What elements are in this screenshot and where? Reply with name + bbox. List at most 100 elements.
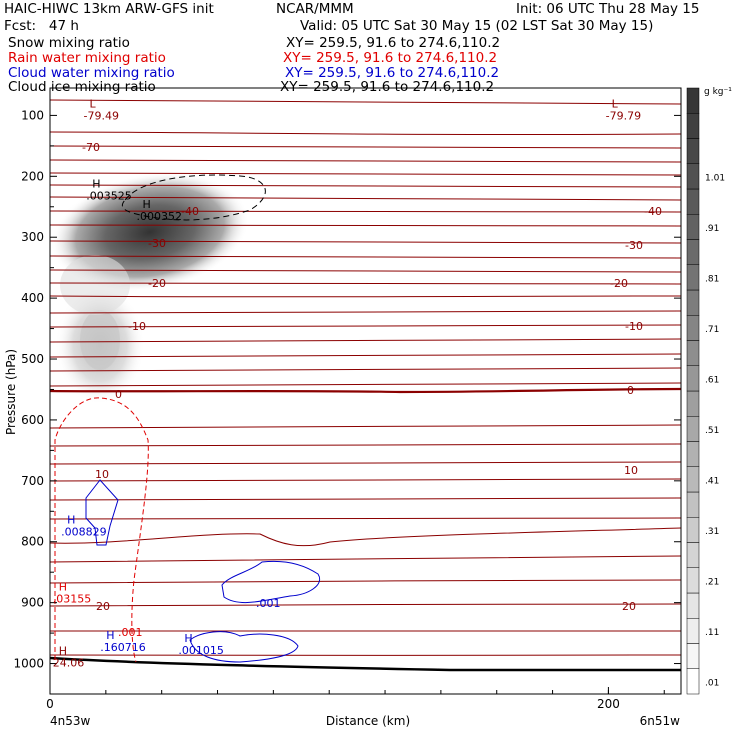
y-tick-label: 300 xyxy=(21,230,44,244)
x-tick-label: 0 xyxy=(46,697,54,711)
temp-label: -40 xyxy=(181,205,199,218)
temp-contour xyxy=(50,478,681,482)
colorbar-tick-label: .11 xyxy=(705,628,719,638)
colorbar-tick-label: .61 xyxy=(705,375,719,385)
colorbar-swatch xyxy=(686,87,700,114)
colorbar-swatch xyxy=(686,491,700,518)
temp-label: 10 xyxy=(624,464,638,477)
temp-contour xyxy=(50,555,681,563)
model-title: HAIC-HIWC 13km ARW-GFS init xyxy=(4,1,214,17)
temp-contour xyxy=(50,184,681,188)
y-tick-label: 500 xyxy=(21,352,44,366)
colorbar-tick-label: .81 xyxy=(705,274,719,284)
temp-contour xyxy=(50,579,681,584)
colorbar-swatch xyxy=(686,643,700,669)
extremum-value: .03155 xyxy=(53,592,92,605)
colorbar-swatch xyxy=(686,138,700,164)
temp-contour xyxy=(50,172,681,176)
colorbar-swatch xyxy=(686,340,700,366)
extremum-value: .160716 xyxy=(100,641,146,654)
extremum-value: 24.06 xyxy=(53,656,85,669)
y-tick-label: 400 xyxy=(21,291,44,305)
extremum-marker: H xyxy=(143,198,151,211)
forecast-hour: Fcst: 47 h xyxy=(4,18,79,34)
colorbar-swatch xyxy=(686,264,700,291)
y-tick-label: 100 xyxy=(21,108,44,122)
extremum-marker: H xyxy=(92,177,100,190)
colorbar-swatch xyxy=(686,365,700,392)
temp-contour xyxy=(50,159,681,163)
temp-contour xyxy=(50,310,681,314)
colorbar-swatch xyxy=(686,113,700,139)
temp-contour xyxy=(50,382,681,387)
y-tick-label: 1000 xyxy=(13,657,44,671)
cloud-water-contour xyxy=(85,479,119,546)
temp-contour xyxy=(50,461,681,465)
colorbar-swatch xyxy=(686,567,700,594)
extremum-value: .001015 xyxy=(178,644,224,657)
extrema-annotations: L-79.49L-79.79H.003525H.000352H.008829H.… xyxy=(53,97,641,669)
colorbar-swatch xyxy=(686,289,700,316)
temp-contour xyxy=(50,196,681,201)
x-tick-label: 200 xyxy=(597,697,620,711)
y-tick-label: 700 xyxy=(21,474,44,488)
field-xy-rain: XY= 259.5, 91.6 to 274.6,110.2 xyxy=(283,50,498,66)
colorbar-swatch xyxy=(686,542,700,568)
field-label-cloud-ice: Cloud ice mixing ratio xyxy=(8,79,156,95)
temp-contour xyxy=(50,131,681,136)
extremum-marker: L xyxy=(612,97,619,110)
temp-contour xyxy=(50,99,681,105)
temp-label: -20 xyxy=(148,277,166,290)
snow-shade-upper xyxy=(60,255,130,315)
colorbar-swatch xyxy=(686,188,700,215)
cloud-water-contour xyxy=(189,631,299,663)
temp-contour xyxy=(50,527,681,547)
colorbar-swatch xyxy=(686,466,700,493)
colorbar-unit: g kg⁻¹ xyxy=(704,87,732,97)
terrain-line xyxy=(50,656,681,672)
extremum-marker: H xyxy=(106,629,114,642)
temp-label: -70 xyxy=(82,141,100,154)
extremum-marker: H xyxy=(67,513,75,526)
extremum-value: -79.49 xyxy=(84,109,119,122)
temp-contour xyxy=(50,295,681,298)
temp-contour xyxy=(50,353,681,358)
temp-label: 20 xyxy=(96,600,110,613)
temp-contour xyxy=(50,443,681,447)
right-endpoint-label: 6n51w xyxy=(640,714,681,728)
y-tick-label: 800 xyxy=(21,535,44,549)
field-label-cloud-water: Cloud water mixing ratio xyxy=(8,65,175,81)
temp-contour xyxy=(50,424,681,429)
colorbar-tick-label: .71 xyxy=(705,325,719,335)
colorbar-tick-label: 1.01 xyxy=(705,173,725,183)
temp-contour xyxy=(50,603,681,607)
colorbar-swatch xyxy=(686,668,700,695)
colorbar-tick-label: .51 xyxy=(705,426,719,436)
init-time: Init: 06 UTC Thu 28 May 15 xyxy=(516,1,700,17)
temp-label: -30 xyxy=(625,239,643,252)
extremum-marker: H xyxy=(59,644,67,657)
temp-contour xyxy=(50,210,681,213)
extremum-value: .000352 xyxy=(137,210,183,223)
temp-label: 20 xyxy=(622,600,636,613)
colorbar-swatch xyxy=(686,441,700,467)
colorbar-tick-label: .01 xyxy=(705,678,719,688)
colorbar-swatch xyxy=(686,214,700,240)
cloud-water-contour xyxy=(221,560,321,604)
extremum-value: .003525 xyxy=(86,189,132,202)
temp-label: -40 xyxy=(644,205,662,218)
temp-contour xyxy=(50,338,681,343)
x-axis: 0 200 xyxy=(46,687,665,711)
colorbar-swatch xyxy=(686,517,700,543)
colorbar-swatch xyxy=(686,315,700,341)
y-tick-label: 900 xyxy=(21,596,44,610)
temp-contour xyxy=(50,145,681,149)
left-endpoint-label: 4n53w xyxy=(50,714,91,728)
extremum-value: -79.79 xyxy=(606,109,641,122)
rain-water-contour xyxy=(54,397,149,663)
colorbar-swatch xyxy=(686,163,700,190)
temp-label: -20 xyxy=(610,277,628,290)
field-label-rain: Rain water mixing ratio xyxy=(8,50,166,66)
